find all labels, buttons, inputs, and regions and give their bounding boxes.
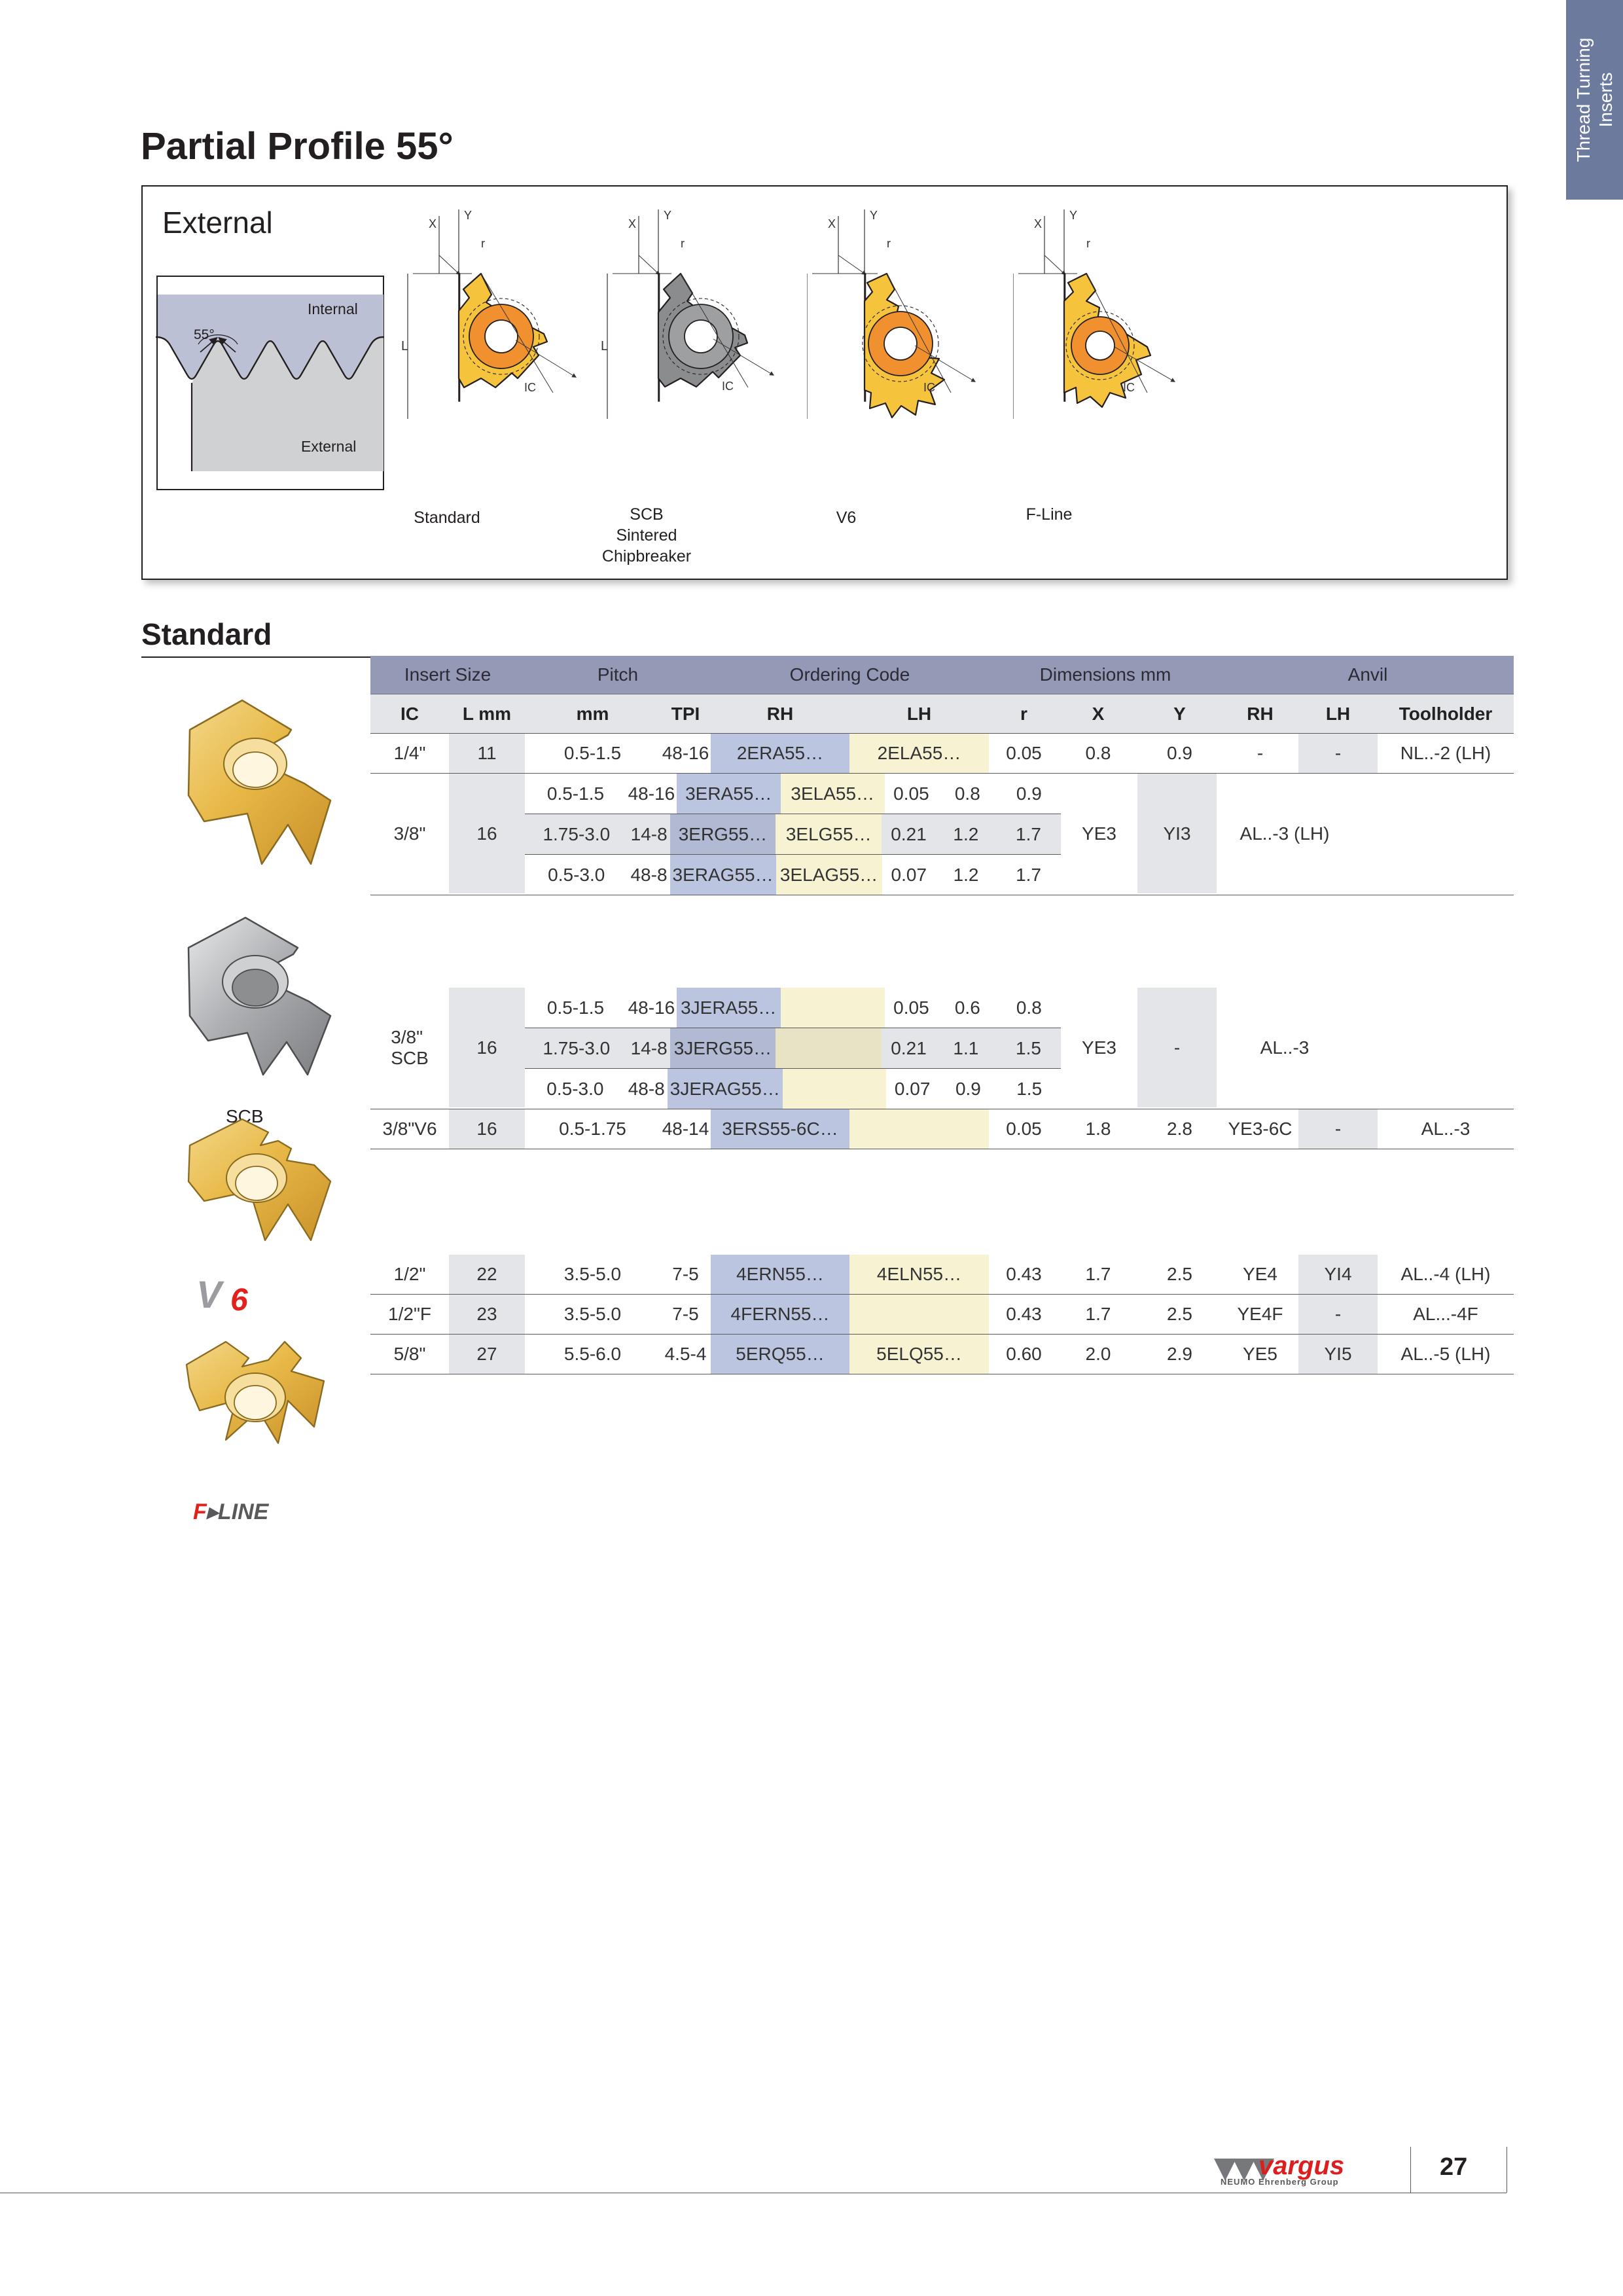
svg-text:X: X bbox=[1034, 217, 1042, 230]
svg-text:r: r bbox=[481, 237, 485, 250]
svg-text:L: L bbox=[807, 339, 808, 353]
svg-text:L: L bbox=[401, 339, 408, 353]
svg-text:vargus: vargus bbox=[1258, 2151, 1344, 2180]
svg-text:Internal: Internal bbox=[308, 300, 358, 317]
svg-text:r: r bbox=[681, 237, 685, 250]
svg-text:NEUMO Ehrenberg Group: NEUMO Ehrenberg Group bbox=[1221, 2177, 1339, 2187]
svg-text:V: V bbox=[196, 1274, 224, 1316]
svg-text:Y: Y bbox=[870, 209, 878, 222]
svg-text:V6: V6 bbox=[836, 509, 857, 527]
svg-text:External: External bbox=[301, 438, 356, 455]
svg-text:X: X bbox=[429, 217, 437, 230]
svg-text:Y: Y bbox=[464, 209, 472, 222]
svg-text:IC: IC bbox=[524, 381, 536, 394]
svg-text:L: L bbox=[1013, 339, 1014, 353]
svg-text:X: X bbox=[628, 217, 636, 230]
svg-text:F-Line: F-Line bbox=[1026, 505, 1073, 524]
svg-text:Sintered: Sintered bbox=[616, 526, 677, 545]
svg-text:IC: IC bbox=[722, 380, 734, 393]
svg-text:Y: Y bbox=[1069, 209, 1077, 222]
svg-text:L: L bbox=[601, 339, 608, 353]
svg-text:Chipbreaker: Chipbreaker bbox=[602, 547, 691, 565]
svg-text:r: r bbox=[1086, 237, 1090, 250]
svg-text:IC: IC bbox=[1123, 381, 1135, 394]
svg-text:X: X bbox=[828, 217, 836, 230]
svg-text:IC: IC bbox=[923, 381, 935, 394]
svg-text:Standard: Standard bbox=[414, 509, 480, 527]
svg-text:SCB: SCB bbox=[630, 505, 663, 524]
svg-text:Y: Y bbox=[664, 209, 671, 222]
svg-text:r: r bbox=[887, 237, 891, 250]
svg-text:6: 6 bbox=[230, 1283, 248, 1318]
svg-text:55°: 55° bbox=[194, 327, 215, 342]
